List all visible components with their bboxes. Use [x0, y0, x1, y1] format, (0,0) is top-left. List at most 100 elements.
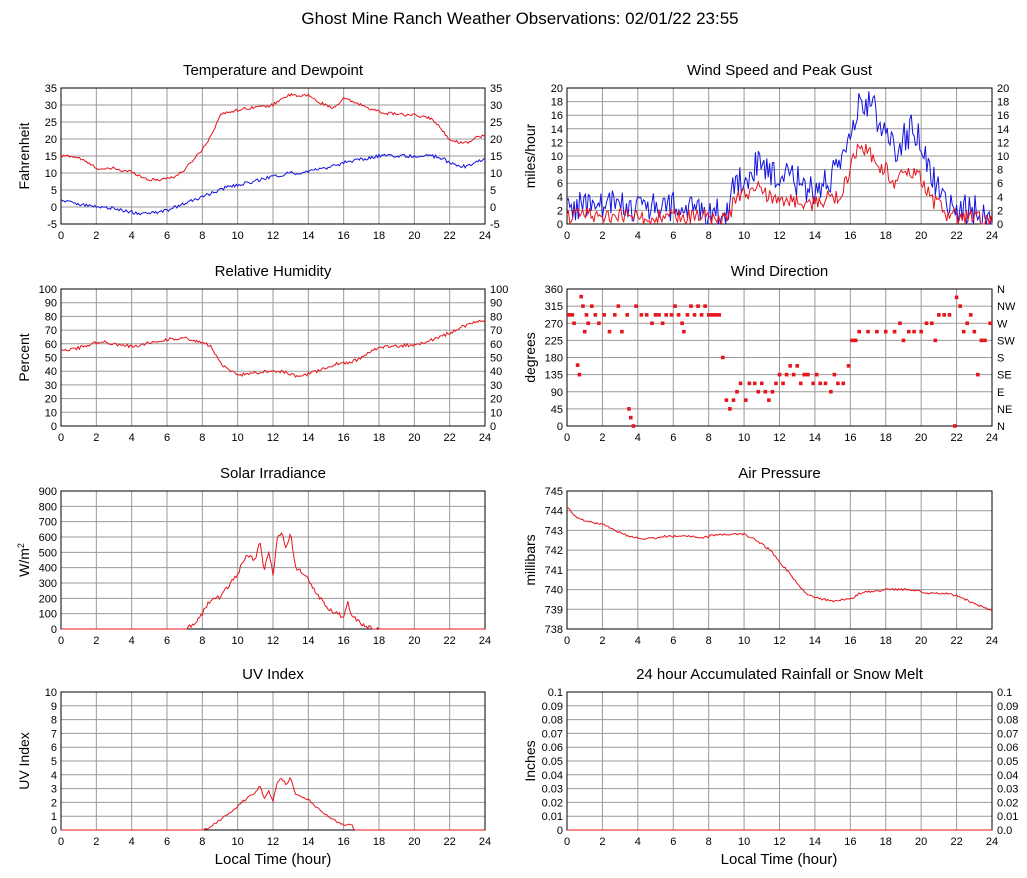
x-tick-label: 22	[950, 836, 962, 848]
wind-direction-point	[581, 304, 585, 308]
wind-direction-point	[602, 313, 606, 317]
wind-direction-point	[937, 313, 941, 317]
y-tick-label: 9	[51, 701, 57, 713]
wind-direction-point	[692, 313, 697, 317]
x-tick-label: 16	[844, 635, 856, 647]
y-tick-label: 742	[545, 545, 563, 557]
wind-direction-point	[901, 338, 906, 343]
y-tick-label-right: 4	[997, 192, 1003, 204]
wind-direction-point	[713, 313, 718, 317]
x-tick-label: 8	[199, 432, 205, 444]
y-tick-label: 270	[545, 318, 563, 330]
y-tick-label: 6	[51, 742, 57, 754]
y-tick-label-right: 0.08	[997, 715, 1018, 727]
y-tick-label: 5	[51, 756, 57, 768]
y-tick-label-right: 0.1	[997, 687, 1012, 699]
y-axis-label: UV Index	[16, 732, 32, 790]
y-tick-label-right: 0.01	[997, 811, 1018, 823]
wind-direction-point	[634, 304, 638, 308]
plot-frame	[60, 87, 486, 225]
series-line-red	[60, 92, 486, 182]
wind-direction-point	[752, 381, 757, 386]
wind-direction-point	[823, 381, 828, 386]
y-tick-label: 60	[45, 339, 57, 351]
y-tick-label: 0.09	[542, 701, 563, 713]
y-tick-label: 14	[551, 124, 563, 136]
x-tick-label: 12	[267, 432, 279, 444]
series-line-red	[566, 507, 993, 611]
wind-direction-point	[575, 363, 580, 367]
x-tick-label: 0	[564, 230, 570, 242]
plot-frame	[60, 691, 486, 831]
wind-direction-point	[836, 381, 840, 386]
y-axis-label: Inches	[522, 740, 538, 781]
y-tick-label: 400	[39, 563, 57, 575]
wind-direction-point	[850, 338, 854, 343]
y-axis-label: millibars	[522, 534, 538, 585]
wind-direction-point	[857, 329, 861, 334]
wind-direction-point	[774, 381, 778, 386]
x-tick-label: 8	[706, 230, 712, 242]
y-tick-label: 700	[39, 517, 57, 529]
x-tick-label: 14	[302, 836, 314, 848]
x-tick-label: 2	[599, 230, 605, 242]
chart-title: Wind Speed and Peak Gust	[687, 62, 873, 79]
x-tick-label: 6	[164, 635, 170, 647]
x-tick-label: 14	[809, 836, 821, 848]
y-tick-label-right: 10	[490, 407, 502, 419]
y-tick-label: 0.1	[548, 687, 563, 699]
x-tick-label: 4	[129, 836, 135, 848]
y-tick-label: 2	[557, 205, 563, 217]
wind-direction-point	[846, 364, 851, 368]
wind-direction-point	[784, 372, 789, 377]
x-tick-label: 4	[635, 230, 641, 242]
x-tick-label: 18	[880, 836, 892, 848]
x-tick-label: 24	[986, 432, 998, 444]
y-tick-label: 0.04	[542, 770, 563, 782]
wind-direction-point	[802, 372, 807, 377]
wind-direction-point	[566, 313, 571, 317]
x-tick-label: 24	[986, 635, 998, 647]
y-tick-label-right: 25	[490, 117, 502, 129]
x-tick-label: 6	[670, 432, 676, 444]
y-tick-label-right: 14	[997, 124, 1009, 136]
wind-direction-point	[680, 321, 684, 326]
wind-direction-point	[582, 329, 587, 334]
x-tick-label: 6	[670, 230, 676, 242]
y-tick-label-right: 100	[490, 284, 508, 296]
wind-direction-point	[724, 398, 729, 402]
x-tick-label: 20	[915, 230, 927, 242]
wind-direction-point	[664, 313, 668, 317]
y-tick-label-right: W	[997, 318, 1008, 330]
x-tick-label: 24	[479, 836, 491, 848]
x-tick-label: 12	[773, 432, 785, 444]
y-tick-label: 3	[51, 784, 57, 796]
x-tick-label: 18	[373, 432, 385, 444]
x-tick-label: 6	[164, 432, 170, 444]
wind-direction-point	[983, 338, 987, 343]
x-tick-label: 8	[706, 635, 712, 647]
y-tick-label: 0.03	[542, 784, 563, 796]
x-tick-label: 20	[408, 432, 420, 444]
x-tick-label: 6	[670, 836, 676, 848]
wind-direction-point	[650, 321, 654, 326]
wind-direction-point	[584, 313, 589, 317]
chart-title: Wind Direction	[731, 263, 829, 280]
x-tick-label: 22	[950, 635, 962, 647]
wind-direction-point	[818, 381, 823, 386]
wind-direction-point	[579, 294, 583, 299]
y-tick-label: 5	[51, 185, 57, 197]
y-tick-label: 6	[557, 178, 563, 190]
wind-direction-point	[572, 321, 576, 326]
x-tick-label: 4	[635, 432, 641, 444]
wind-direction-point	[607, 329, 612, 334]
x-tick-label: 16	[844, 836, 856, 848]
x-tick-label: 20	[915, 635, 927, 647]
wind-direction-point	[942, 313, 946, 317]
wind-direction-point	[696, 304, 700, 308]
x-tick-label: 4	[129, 635, 135, 647]
wind-direction-point	[829, 389, 833, 394]
y-tick-label-right: 20	[490, 394, 502, 406]
x-tick-label: 0	[58, 836, 64, 848]
